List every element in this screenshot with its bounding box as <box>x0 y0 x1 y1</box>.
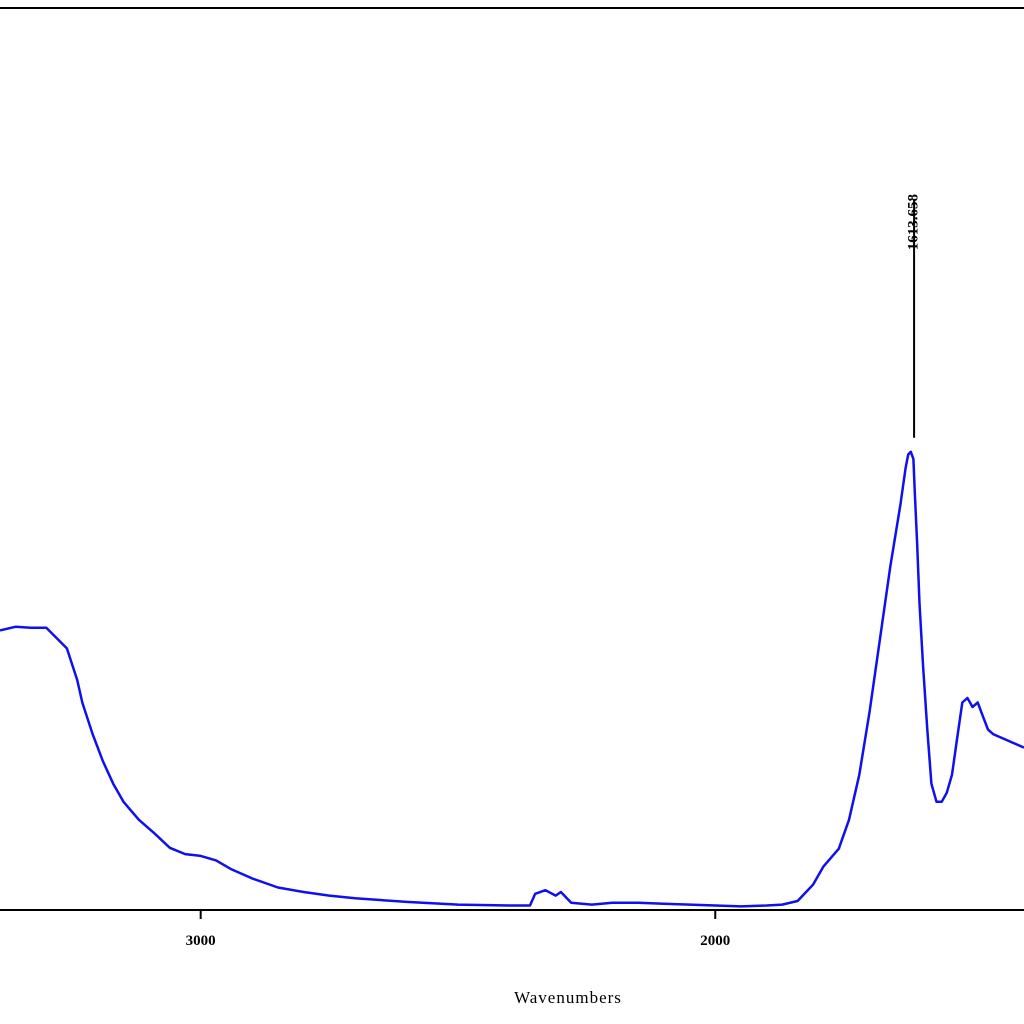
x-axis-ticks: 3000 2000 <box>186 910 730 949</box>
x-tick-label: 3000 <box>186 933 216 949</box>
peak-annotations: 1613.658 <box>906 194 922 438</box>
peak-label: 1613.658 <box>906 194 922 250</box>
x-tick-label: 2000 <box>700 933 730 949</box>
x-axis-title: Wavenumbers <box>514 988 622 1007</box>
spectrum-line <box>0 450 1024 908</box>
